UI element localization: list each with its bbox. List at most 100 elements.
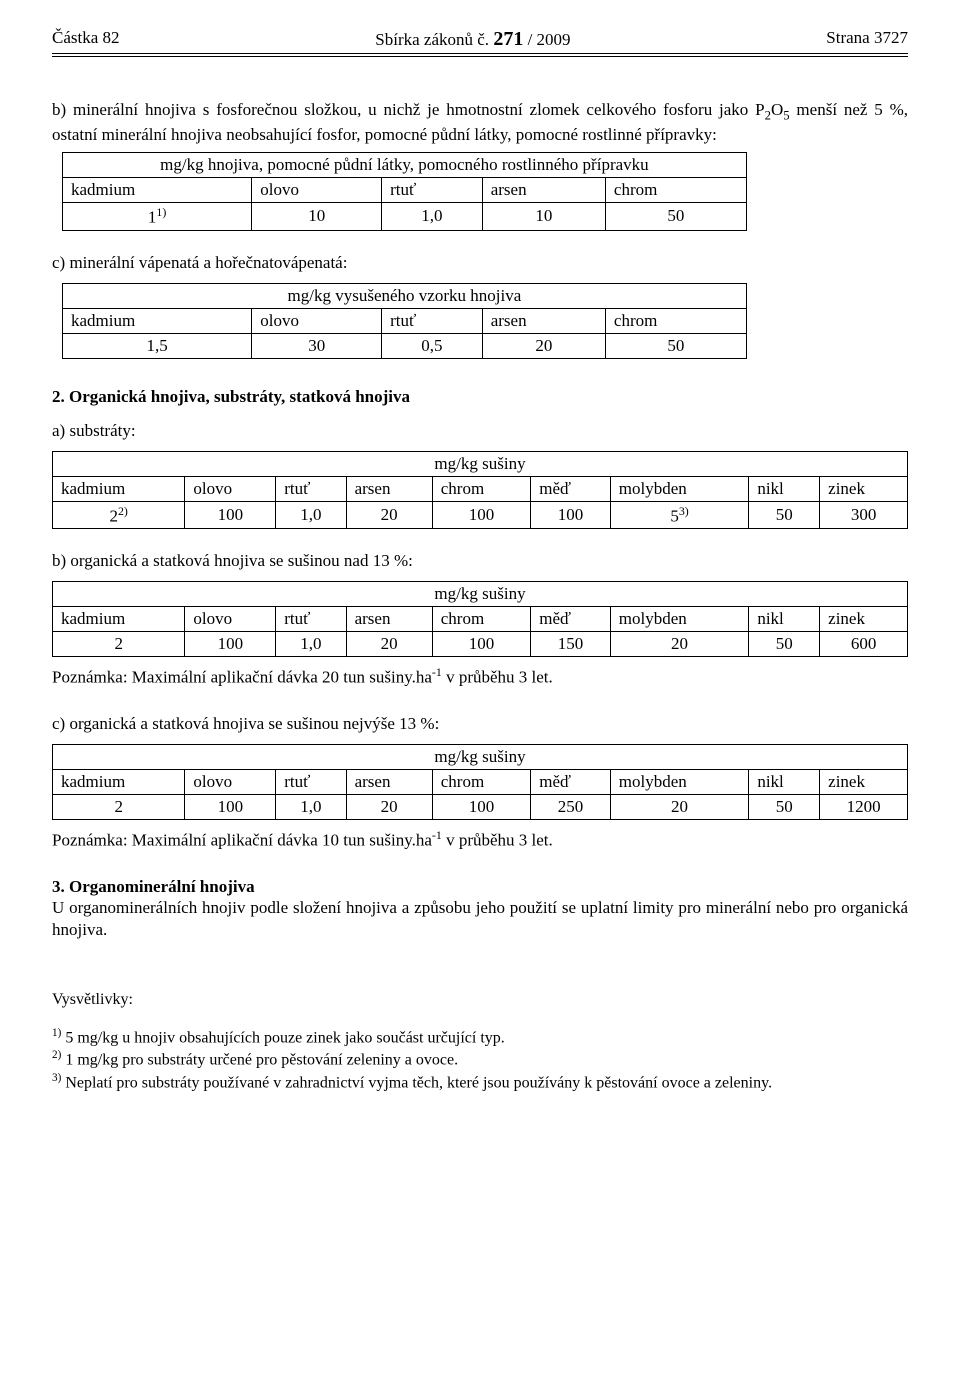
section3-heading: 3. Organominerální hnojiva [52, 877, 908, 897]
page-header: Částka 82 Sbírka zákonů č. 271 / 2009 St… [52, 28, 908, 51]
th: nikl [749, 476, 820, 501]
footnote: 3) Neplatí pro substráty používané v zah… [52, 1072, 908, 1092]
td: 100 [432, 501, 531, 529]
explanations: Vysvětlivky: 1) 5 mg/kg u hnojiv obsahuj… [52, 991, 908, 1092]
th: rtuť [276, 770, 346, 795]
table-caption: mg/kg sušiny [53, 582, 908, 607]
th: kadmium [53, 476, 185, 501]
table-header-row: kadmium olovo rtuť arsen chrom [63, 308, 747, 333]
th: měď [531, 607, 610, 632]
td: 100 [185, 501, 276, 529]
table-row: 11) 10 1,0 10 50 [63, 203, 747, 231]
text: Poznámka: Maximální aplikační dávka 20 t… [52, 668, 432, 687]
note-2b: Poznámka: Maximální aplikační dávka 20 t… [52, 665, 908, 688]
td: 20 [346, 501, 432, 529]
th: kadmium [53, 607, 185, 632]
th: olovo [252, 178, 382, 203]
td: 1,0 [276, 632, 346, 657]
th: arsen [482, 178, 605, 203]
td: 10 [252, 203, 382, 231]
td: 50 [605, 333, 746, 358]
td: 100 [185, 795, 276, 820]
page: Částka 82 Sbírka zákonů č. 271 / 2009 St… [0, 0, 960, 1134]
th: chrom [605, 178, 746, 203]
table-2c: mg/kg sušiny kadmium olovo rtuť arsen ch… [52, 744, 908, 820]
th: olovo [252, 308, 382, 333]
th: nikl [749, 607, 820, 632]
section2-heading: 2. Organická hnojiva, substráty, statkov… [52, 387, 908, 407]
th: arsen [482, 308, 605, 333]
td: 100 [432, 795, 531, 820]
th: chrom [432, 607, 531, 632]
header-left: Částka 82 [52, 28, 120, 51]
td: 50 [749, 501, 820, 529]
section3-text: U organominerálních hnojiv podle složení… [52, 897, 908, 941]
td: 0,5 [382, 333, 483, 358]
footnote: 2) 1 mg/kg pro substráty určené pro pěst… [52, 1049, 908, 1069]
th: chrom [605, 308, 746, 333]
header-rule-thin [52, 56, 908, 57]
td: 20 [610, 795, 749, 820]
th: rtuť [276, 476, 346, 501]
td: 2 [53, 795, 185, 820]
td: 10 [482, 203, 605, 231]
th: molybden [610, 607, 749, 632]
table-header-row: kadmium olovo rtuť arsen chrom měď molyb… [53, 607, 908, 632]
text: v průběhu 3 let. [442, 831, 553, 850]
table-2b: mg/kg sušiny kadmium olovo rtuť arsen ch… [52, 581, 908, 657]
header-rule-thick [52, 53, 908, 54]
td: 50 [605, 203, 746, 231]
th: rtuť [382, 178, 483, 203]
table-caption: mg/kg sušiny [53, 745, 908, 770]
td: 53) [610, 501, 749, 529]
text: Poznámka: Maximální aplikační dávka 10 t… [52, 831, 432, 850]
td: 100 [185, 632, 276, 657]
th: chrom [432, 476, 531, 501]
th: arsen [346, 770, 432, 795]
th: zinek [820, 476, 908, 501]
table-row: 2 100 1,0 20 100 250 20 50 1200 [53, 795, 908, 820]
explanations-heading: Vysvětlivky: [52, 991, 908, 1009]
th: měď [531, 770, 610, 795]
td: 30 [252, 333, 382, 358]
superscript: -1 [432, 665, 442, 679]
td: 22) [53, 501, 185, 529]
td: 1,0 [276, 501, 346, 529]
td: 150 [531, 632, 610, 657]
superscript: -1 [432, 828, 442, 842]
header-right: Strana 3727 [826, 28, 908, 51]
table-caption: mg/kg vysušeného vzorku hnojiva [63, 283, 747, 308]
header-center-suffix: / 2009 [523, 30, 570, 49]
table-b: mg/kg hnojiva, pomocné půdní látky, pomo… [62, 152, 747, 231]
text: O [771, 100, 783, 119]
th: rtuť [382, 308, 483, 333]
table-caption: mg/kg hnojiva, pomocné půdní látky, pomo… [63, 153, 747, 178]
footnote: 1) 5 mg/kg u hnojiv obsahujících pouze z… [52, 1027, 908, 1047]
td: 20 [346, 632, 432, 657]
header-center: Sbírka zákonů č. 271 / 2009 [375, 28, 570, 51]
header-center-prefix: Sbírka zákonů č. [375, 30, 493, 49]
th: kadmium [63, 178, 252, 203]
th: olovo [185, 770, 276, 795]
th: olovo [185, 476, 276, 501]
table-header-row: kadmium olovo rtuť arsen chrom měď molyb… [53, 476, 908, 501]
th: zinek [820, 770, 908, 795]
th: chrom [432, 770, 531, 795]
th: arsen [346, 476, 432, 501]
td: 2 [53, 632, 185, 657]
th: kadmium [53, 770, 185, 795]
table-caption: mg/kg sušiny [53, 451, 908, 476]
td: 50 [749, 795, 820, 820]
td: 1200 [820, 795, 908, 820]
section-c-label: c) minerální vápenatá a hořečnatovápenat… [52, 253, 908, 273]
table-row: 2 100 1,0 20 100 150 20 50 600 [53, 632, 908, 657]
th: zinek [820, 607, 908, 632]
td: 1,0 [276, 795, 346, 820]
td: 300 [820, 501, 908, 529]
table-2a: mg/kg sušiny kadmium olovo rtuť arsen ch… [52, 451, 908, 530]
th: kadmium [63, 308, 252, 333]
table-row: 1,5 30 0,5 20 50 [63, 333, 747, 358]
td: 100 [531, 501, 610, 529]
note-2c: Poznámka: Maximální aplikační dávka 10 t… [52, 828, 908, 851]
table-header-row: kadmium olovo rtuť arsen chrom [63, 178, 747, 203]
